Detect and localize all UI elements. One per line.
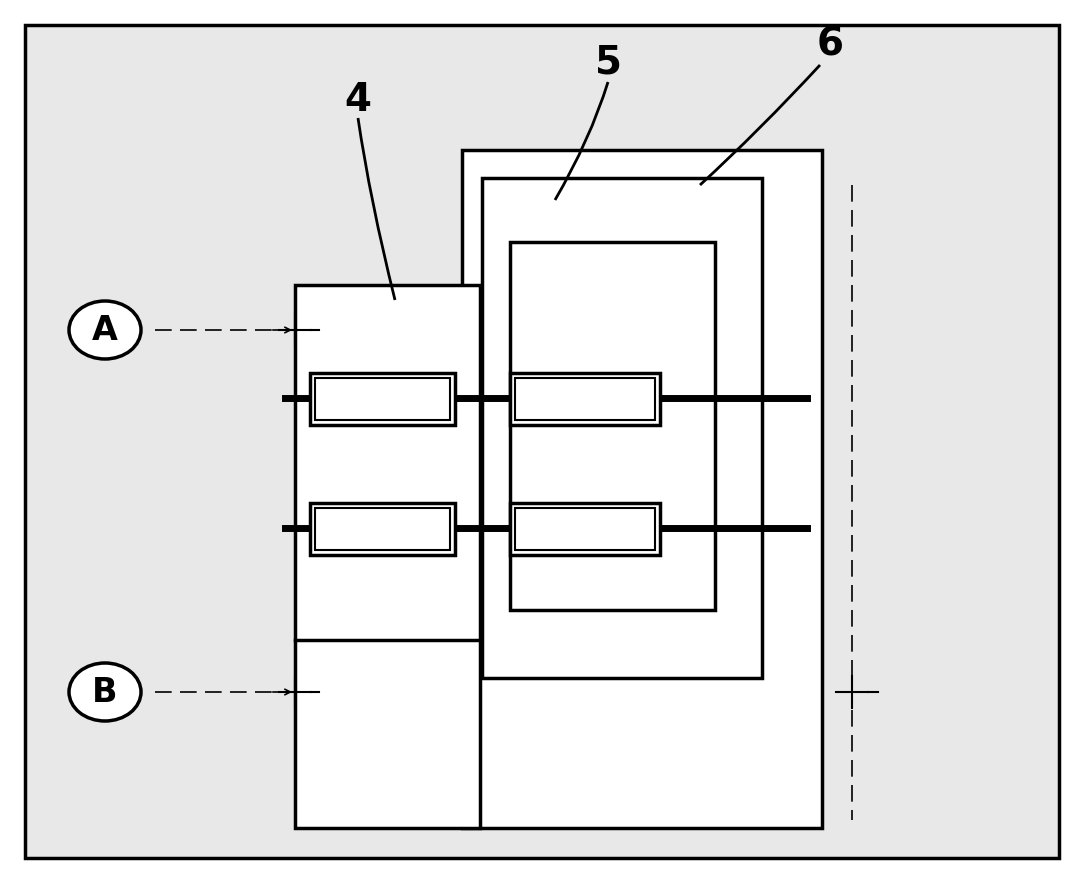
Bar [310,373,455,425]
Bar [509,503,660,555]
Ellipse shape [69,301,141,359]
Bar [515,378,655,420]
Text: 6: 6 [816,26,843,64]
Bar [295,285,480,828]
Bar [315,508,450,550]
Bar [310,503,455,555]
Ellipse shape [69,663,141,721]
Text: B: B [92,676,118,708]
Bar [462,150,822,828]
Bar [482,178,762,678]
Bar [509,242,715,610]
Bar [315,378,450,420]
Text: A: A [92,313,118,347]
Text: 4: 4 [345,81,372,119]
Bar [515,508,655,550]
Bar [509,373,660,425]
Text: 5: 5 [594,43,621,81]
